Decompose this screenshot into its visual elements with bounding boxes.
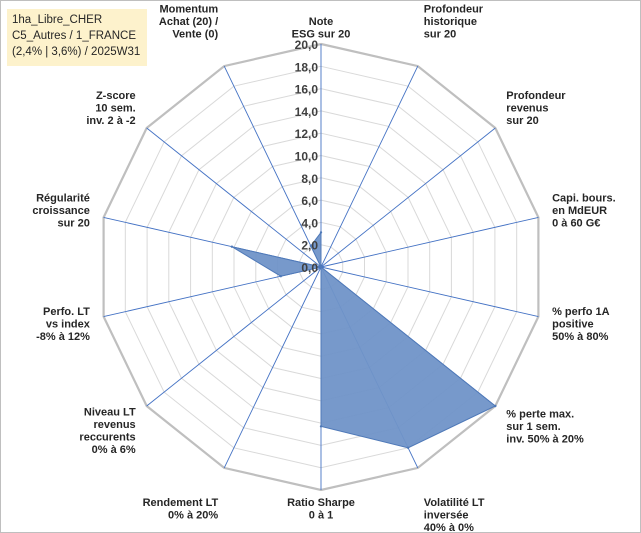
axis-label: Profondeur historique sur 20 xyxy=(424,4,484,41)
axis-label: Perfo. LT vs index -8% à 12% xyxy=(36,306,91,343)
tick-label: 18,0 xyxy=(295,60,319,74)
axis-spoke xyxy=(146,266,322,407)
axis-spoke xyxy=(223,65,322,268)
info-line-1: 1ha_Libre_CHER xyxy=(12,14,103,26)
data-point xyxy=(319,425,323,428)
axis-spoke xyxy=(223,266,322,469)
axis-label: Niveau LT revenus reccurents 0% à 6% xyxy=(79,406,136,456)
data-point xyxy=(309,244,312,248)
axis-label: % perfo 1A positive 50% à 80% xyxy=(552,306,610,343)
info-box: 1ha_Libre_CHER C5_Autres / 1_FRANCE (2,4… xyxy=(7,9,147,66)
data-point xyxy=(319,265,323,269)
tick-label: 12,0 xyxy=(295,127,319,141)
data-point xyxy=(279,275,282,278)
data-point xyxy=(494,404,497,408)
data-point xyxy=(319,231,323,234)
tick-label: 16,0 xyxy=(295,83,319,97)
axis-label: Z-score 10 sem. inv. 2 à -2 xyxy=(86,90,135,127)
tick-label: 2,0 xyxy=(301,239,318,253)
tick-label: 10,0 xyxy=(295,150,319,164)
axis-spoke xyxy=(320,216,539,268)
axis-label: Profondeur revenus sur 20 xyxy=(506,90,566,127)
tick-label: 6,0 xyxy=(301,194,318,208)
tick-label: 14,0 xyxy=(295,105,319,119)
axis-label: % perte max. sur 1 sem. inv. 50% à 20% xyxy=(506,409,584,446)
axis-spoke xyxy=(320,266,539,318)
info-line-3: (2,4% | 3,6%) / 2025W31 xyxy=(12,46,141,58)
axis-label: Note ESG sur 20 xyxy=(292,16,351,41)
tick-label: 4,0 xyxy=(301,216,318,230)
axis-label: Momentum Achat (20) / Vente (0) xyxy=(159,4,219,41)
data-point xyxy=(230,245,234,248)
axis-label: Volatilité LT inversée 40% à 0% xyxy=(424,497,485,532)
axis-label: Capi. bours. en MdEUR 0 à 60 G€ xyxy=(552,192,616,229)
axis-spoke xyxy=(320,127,496,268)
axis-label: Régularité croissance sur 20 xyxy=(32,192,89,229)
tick-label: 20,0 xyxy=(295,38,319,52)
tick-label: 8,0 xyxy=(301,172,318,186)
axis-label: Ratio Sharpe 0 à 1 xyxy=(287,497,355,522)
data-point xyxy=(406,446,410,449)
tick-label: 0,0 xyxy=(301,261,318,275)
info-line-2: C5_Autres / 1_FRANCE xyxy=(12,30,136,42)
axis-label: Rendement LT 0% à 20% xyxy=(143,497,219,522)
series-area xyxy=(231,230,497,449)
axis-spoke xyxy=(320,65,419,268)
axis-spoke xyxy=(146,127,322,268)
